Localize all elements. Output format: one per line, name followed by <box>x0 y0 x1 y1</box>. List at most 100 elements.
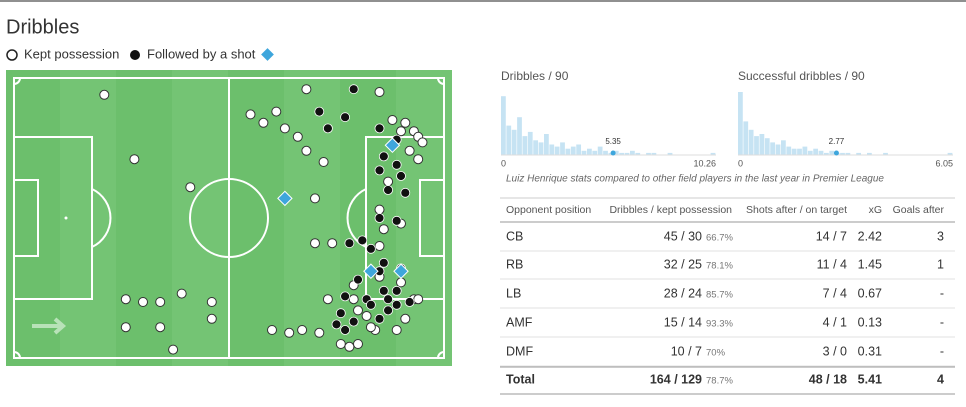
histogram-bar <box>947 152 953 155</box>
kept-dribble <box>176 288 187 299</box>
shot-dribble <box>391 285 402 296</box>
legend-label: Followed by a shot <box>147 46 256 61</box>
histogram-bar <box>764 138 770 155</box>
row-label: RB <box>506 257 523 271</box>
histogram-tick-label: 0 <box>738 158 743 168</box>
shot-dribble <box>404 297 415 307</box>
kept-dribble <box>318 157 329 167</box>
kept-dribble <box>374 87 385 97</box>
kept-dribble <box>404 145 415 156</box>
dribble-dots <box>99 84 428 355</box>
histogram-bar <box>786 146 792 155</box>
histogram-bar <box>651 152 657 155</box>
shot-dribble <box>391 215 402 226</box>
histogram-bar <box>775 144 781 155</box>
legend-icon <box>130 50 140 60</box>
histogram-bar <box>770 142 776 155</box>
histogram-bar <box>818 150 824 155</box>
histogram-bar <box>597 146 603 155</box>
goals-cell: - <box>940 286 944 300</box>
row-label: DMF <box>506 344 533 358</box>
pitch <box>6 70 452 366</box>
shot-dribble <box>383 305 394 316</box>
shot-dribble <box>331 319 342 330</box>
histogram-bar <box>635 152 641 155</box>
histogram-bar <box>807 150 813 155</box>
kept-dribble <box>322 294 333 305</box>
histogram-bar <box>646 152 651 155</box>
kept-dribble <box>353 339 363 349</box>
kept-dribble <box>378 224 389 235</box>
histogram-title: Successful dribbles / 90 <box>738 69 865 83</box>
histogram-bar <box>592 150 598 155</box>
shot-dribble <box>340 291 351 302</box>
kept-dribble <box>206 313 217 324</box>
kept-dribble <box>284 327 295 338</box>
kept-dribble <box>344 341 355 352</box>
xg-cell: 2.42 <box>858 229 882 243</box>
kept-dribble <box>301 84 312 95</box>
kept-dribble <box>374 241 385 251</box>
xg-cell: 1.45 <box>858 257 882 271</box>
kept-dribble <box>327 238 338 249</box>
histogram-bar <box>624 152 630 155</box>
kept-dribble <box>120 322 131 333</box>
row-label: LB <box>506 286 521 300</box>
kept-dribble <box>413 154 424 165</box>
kept-dribble <box>387 115 398 125</box>
histogram-bar <box>538 142 544 155</box>
column-header: xG <box>869 204 882 216</box>
legend-label: Kept possession <box>24 46 119 61</box>
kept-dribble <box>314 327 325 338</box>
histogram-bar <box>570 146 576 155</box>
goals-cell: - <box>940 315 944 329</box>
highlight-dribble <box>363 263 379 279</box>
shot-dribble <box>322 123 333 134</box>
histogram-bar <box>845 152 851 155</box>
shot-dribble <box>383 294 394 305</box>
row-label: AMF <box>506 315 533 329</box>
shot-dribble <box>340 112 351 123</box>
histogram-bar <box>840 152 845 155</box>
xg-cell: 0.67 <box>858 286 882 300</box>
column-header: Dribbles / kept possession <box>609 204 732 216</box>
shot-dribble <box>378 285 389 296</box>
percent-cell: 78.7% <box>706 376 733 387</box>
kept-dribble <box>297 325 308 335</box>
legend-icon <box>6 49 18 61</box>
histogram-bar <box>867 152 872 155</box>
histogram-bar <box>533 140 539 155</box>
shot-dribble <box>314 106 325 117</box>
kept-dribble <box>258 117 269 128</box>
kept-dribble <box>138 297 148 307</box>
kept-dribble <box>417 137 428 148</box>
histogram-bar <box>527 131 533 155</box>
shot-dribble <box>391 299 402 310</box>
histogram-bar <box>522 136 528 155</box>
histogram-bar <box>511 129 517 155</box>
kept-dribble <box>365 322 376 333</box>
kept-dribble <box>310 238 320 249</box>
histogram-bar <box>738 92 743 155</box>
histogram-bar <box>743 121 749 155</box>
kept-dribble <box>396 126 406 137</box>
histogram-bar <box>603 150 608 155</box>
shots-cell: 7 / 4 <box>823 286 847 300</box>
shot-dribble <box>348 84 359 95</box>
xg-cell: 0.13 <box>858 315 882 329</box>
caption: Luiz Henrique stats compared to other fi… <box>506 174 884 185</box>
kept-dribble <box>99 89 110 100</box>
kept-dribble <box>301 145 312 156</box>
dribbles-cell: 32 / 25 <box>664 257 702 271</box>
histogram-bar <box>613 150 619 155</box>
kept-dribble <box>374 204 385 215</box>
kept-dribble <box>120 294 131 305</box>
kept-dribble <box>155 297 166 307</box>
dribbles-cell: 15 / 14 <box>664 315 702 329</box>
kept-dribble <box>310 193 320 204</box>
shots-cell: 14 / 7 <box>816 229 847 243</box>
kept-dribble <box>361 311 372 321</box>
shot-dribble <box>378 257 389 268</box>
shot-dribble <box>400 187 411 198</box>
kept-dribble <box>400 313 411 324</box>
